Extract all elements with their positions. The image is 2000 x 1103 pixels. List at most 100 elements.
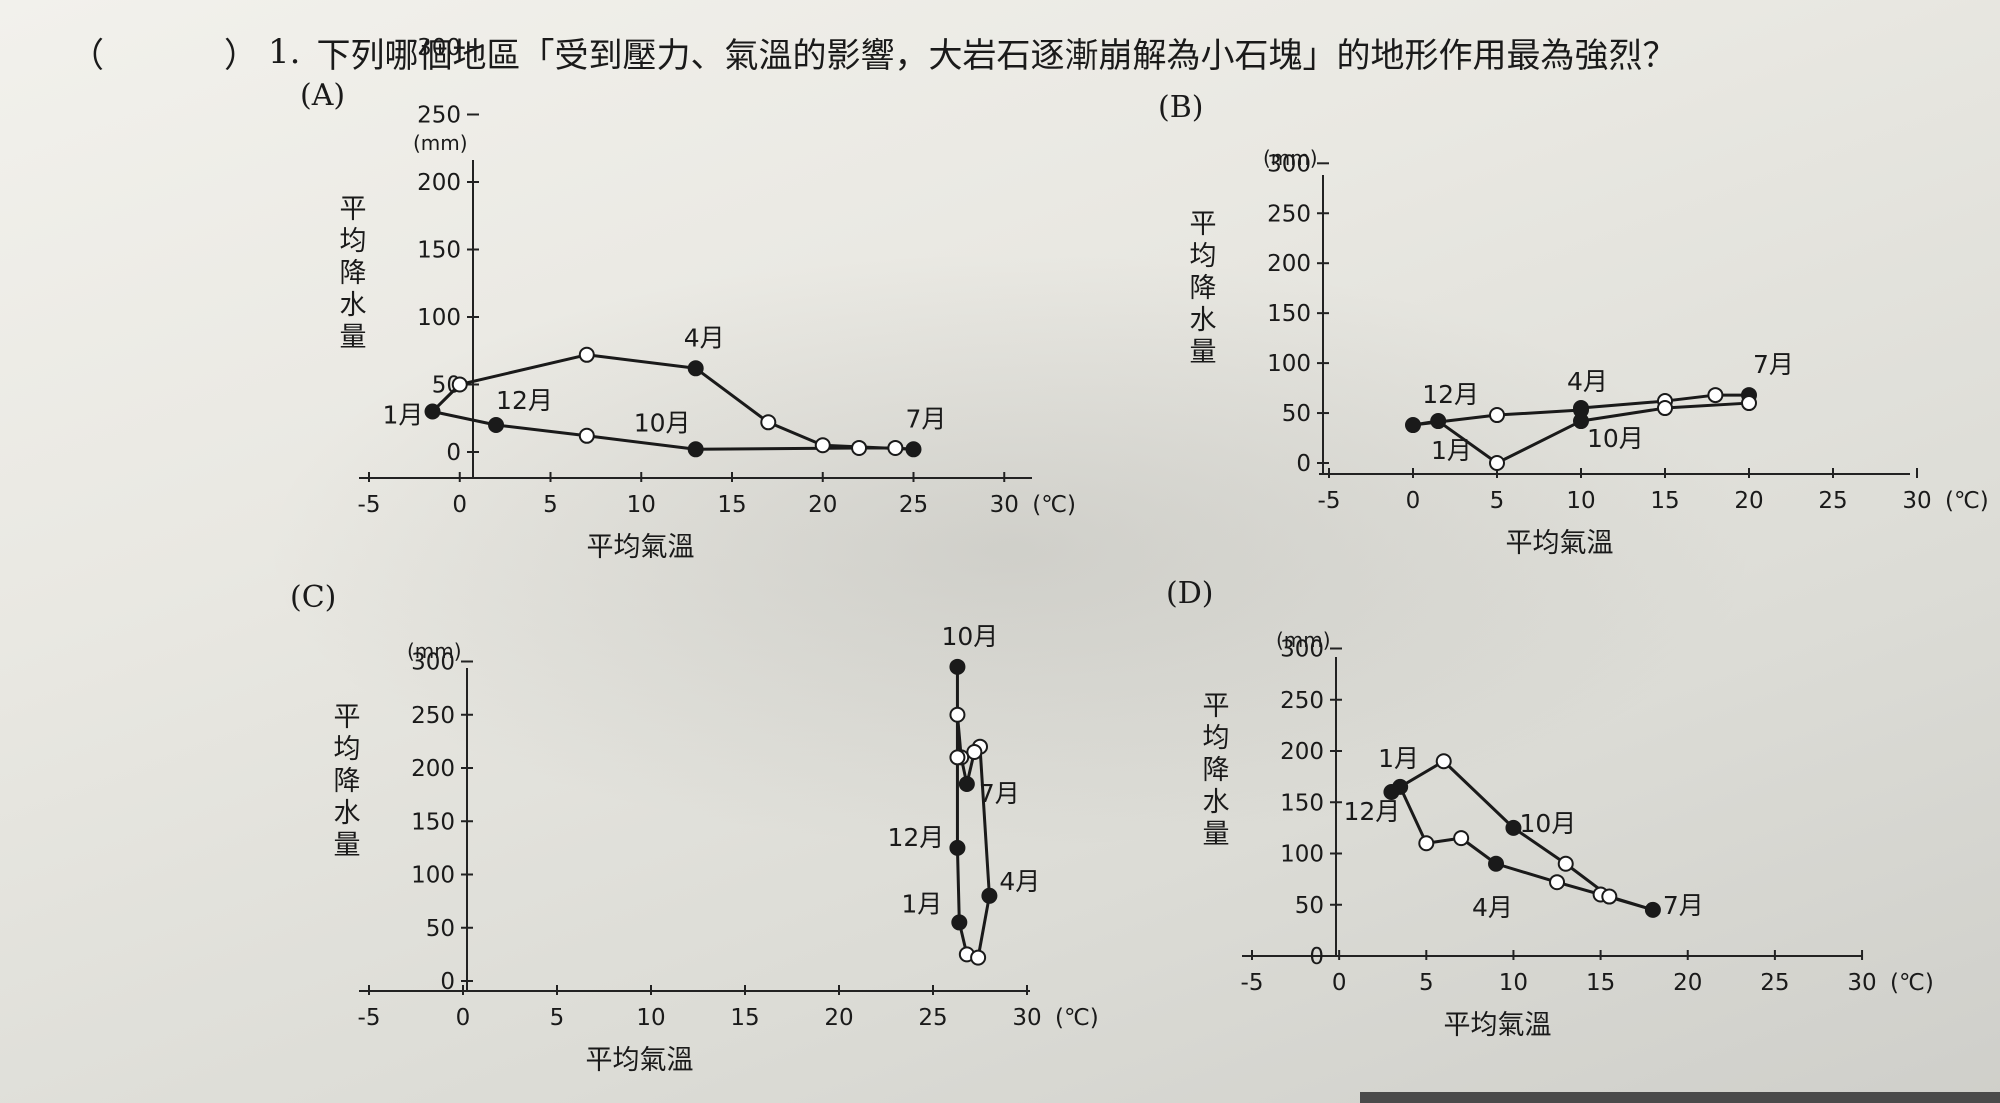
x-tick-label: 5 — [543, 492, 558, 518]
y-axis-title-char: 降 — [1190, 273, 1217, 304]
month-label-4: 4月 — [1567, 367, 1608, 396]
y-tick-label: 300 — [411, 650, 455, 676]
month-point-3 — [578, 346, 595, 363]
x-tick-label: 20 — [824, 1005, 853, 1031]
x-tick-label: -5 — [358, 492, 381, 518]
x-tick-label: 15 — [730, 1005, 759, 1031]
question-number: 1. — [268, 32, 301, 72]
month-point-6 — [966, 744, 983, 761]
y-axis-title-char: 降 — [340, 258, 367, 289]
x-tick-label: 25 — [918, 1005, 947, 1031]
y-tick-label: 250 — [411, 703, 455, 729]
y-axis-title-char: 平 — [1190, 209, 1217, 240]
x-tick-label: 5 — [1419, 970, 1434, 996]
y-axis-title-char: 平 — [334, 702, 361, 733]
y-axis-title-char: 水 — [1190, 305, 1217, 336]
x-tick-label: -5 — [1318, 488, 1341, 514]
x-unit-label: (℃) — [1055, 1005, 1099, 1031]
y-tick-label: 50 — [426, 916, 455, 942]
month-point-3 — [1453, 830, 1470, 847]
answer-paren-close: ） — [224, 35, 258, 76]
option-c-label[interactable]: (C) — [290, 580, 337, 615]
x-tick-label: 0 — [1332, 970, 1347, 996]
month-point-7 — [905, 441, 922, 458]
month-label-7: 7月 — [906, 404, 947, 433]
month-point-5 — [760, 414, 777, 431]
month-point-8 — [1601, 888, 1618, 905]
month-point-1 — [951, 914, 968, 931]
option-a-label[interactable]: (A) — [300, 78, 346, 113]
x-tick-label: 5 — [1490, 488, 1505, 514]
y-axis-title-char: 水 — [1203, 787, 1230, 818]
x-axis-title: 平均氣溫 — [1506, 528, 1614, 559]
month-point-4 — [1488, 855, 1505, 872]
x-tick-label: 15 — [717, 492, 746, 518]
month-point-10 — [949, 658, 966, 675]
option-b-label[interactable]: (B) — [1158, 90, 1204, 125]
month-label-1: 1月 — [901, 889, 942, 918]
x-tick-label: 0 — [452, 492, 467, 518]
month-label-12: 12月 — [1422, 380, 1479, 409]
x-tick-label: -5 — [1241, 970, 1264, 996]
question-text: 下列哪個地區「受到壓力、氣溫的影響，大岩石逐漸崩解為小石塊」的地形作用最為強烈？ — [316, 35, 1677, 76]
y-unit-label: (mm) — [413, 131, 468, 155]
month-label-10: 10月 — [1519, 809, 1576, 838]
x-axis-title: 平均氣溫 — [587, 532, 695, 563]
x-tick-label: 0 — [456, 1005, 471, 1031]
month-point-12 — [949, 839, 966, 856]
question-line: （ ） 1. 下列哪個地區「受到壓力、氣溫的影響，大岩石逐漸崩解為小石塊」的地形… — [70, 22, 1676, 82]
y-unit-label: (mm) — [1276, 628, 1331, 652]
y-axis-title-char: 均 — [1190, 241, 1217, 272]
y-tick-label: 50 — [1295, 893, 1324, 919]
x-unit-label: (℃) — [1032, 492, 1076, 518]
month-label-12: 12月 — [496, 386, 553, 415]
x-tick-label: 10 — [627, 492, 656, 518]
x-tick-label: 30 — [1902, 488, 1931, 514]
month-point-11 — [578, 427, 595, 444]
y-tick-label: 250 — [417, 103, 461, 129]
y-tick-label: 150 — [1280, 790, 1324, 816]
y-tick-label: 0 — [1296, 451, 1311, 477]
month-point-8 — [1741, 395, 1757, 412]
month-point-9 — [1557, 855, 1574, 872]
x-tick-label: 10 — [1499, 970, 1528, 996]
x-tick-label: 25 — [1818, 488, 1847, 514]
month-label-10: 10月 — [941, 622, 998, 651]
month-point-9 — [851, 439, 868, 456]
x-tick-label: 25 — [1760, 970, 1789, 996]
month-point-12 — [488, 417, 505, 433]
month-label-4: 4月 — [999, 867, 1040, 896]
month-point-9 — [949, 706, 966, 723]
month-label-1: 1月 — [383, 401, 424, 430]
y-axis-title-char: 量 — [1203, 819, 1230, 850]
x-axis-title: 平均氣溫 — [586, 1045, 694, 1076]
y-tick-label: 150 — [417, 238, 461, 264]
month-label-7: 7月 — [1663, 891, 1704, 920]
month-point-2 — [451, 376, 468, 393]
x-unit-label: (℃) — [1890, 970, 1934, 996]
month-point-7 — [958, 775, 975, 792]
month-label-1: 1月 — [1378, 744, 1419, 773]
y-unit-label: (mm) — [407, 639, 462, 663]
x-tick-label: 20 — [808, 492, 837, 518]
month-point-10 — [1505, 819, 1522, 836]
month-point-12 — [1430, 413, 1447, 430]
x-tick-label: 15 — [1586, 970, 1615, 996]
option-d-label[interactable]: (D) — [1166, 576, 1214, 611]
y-tick-label: 100 — [1280, 842, 1324, 868]
x-tick-label: 30 — [990, 492, 1019, 518]
month-point-11 — [949, 749, 966, 766]
month-label-4: 4月 — [684, 323, 725, 352]
month-label-7: 7月 — [979, 779, 1020, 808]
month-point-4 — [687, 360, 704, 377]
x-tick-label: 20 — [1673, 970, 1702, 996]
x-tick-label: 20 — [1734, 488, 1763, 514]
y-tick-label: 200 — [1267, 251, 1311, 277]
month-point-3 — [970, 949, 987, 966]
month-label-1: 1月 — [1431, 436, 1472, 465]
y-tick-label: 50 — [1282, 401, 1311, 427]
